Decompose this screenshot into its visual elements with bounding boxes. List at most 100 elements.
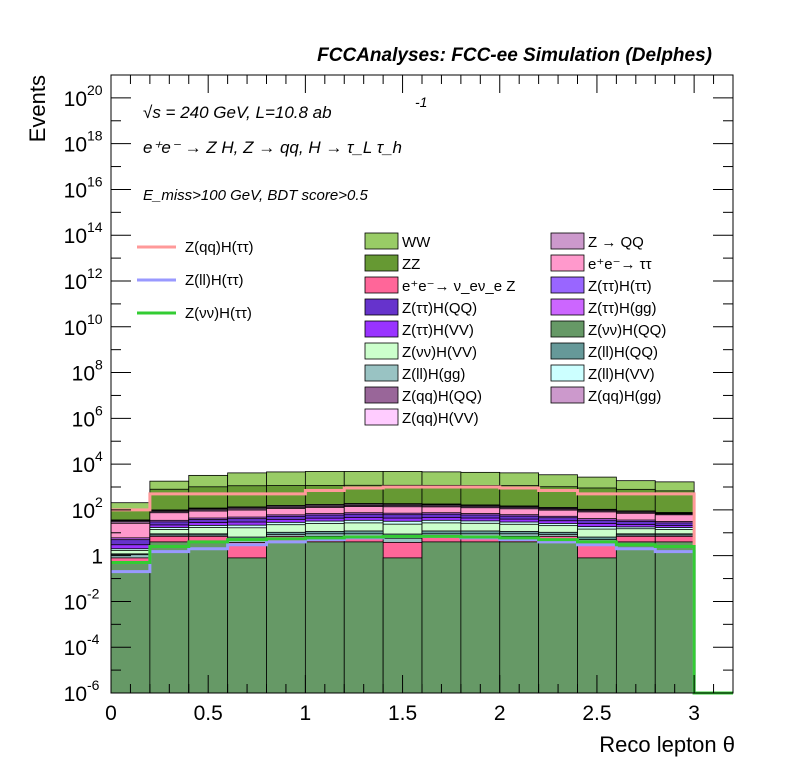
signal-line: [111, 485, 733, 695]
y-tick-label: 10 2: [72, 494, 103, 523]
background-legend-entry: Z(νν)H(VV): [364, 342, 477, 361]
background-legend-entry: e⁺e⁻→ ττ: [550, 254, 652, 273]
signal-legend-entry: Z(ll)H(ττ): [137, 272, 244, 289]
y-tick-base: 10: [64, 88, 87, 111]
y-tick-exponent: -2: [87, 585, 100, 601]
signal-legend-label: Z(ll)H(ττ): [185, 272, 244, 289]
y-tick-base: 10: [64, 271, 87, 294]
annotation-process: e⁺e⁻ → Z H, Z → qq, H → τ_L τ_h: [143, 138, 402, 157]
background-legend-entry: WW: [364, 232, 431, 251]
y-tick-label: 10 -2: [64, 585, 100, 614]
y-tick-label: 10 12: [64, 265, 103, 294]
background-legend-swatch: [550, 254, 585, 272]
background-legend-label: Z(νν)H(QQ): [588, 322, 666, 339]
stack-bar: [460, 541, 501, 694]
annotation-energy: √s = 240 GeV, L=10.8 ab -1: [143, 94, 427, 122]
signal-legend-entry: Z(νν)H(ττ): [137, 305, 252, 322]
background-legend-label: Z(ll)H(QQ): [588, 344, 658, 361]
background-legend-label: e⁺e⁻→ ττ: [588, 256, 652, 273]
y-tick-exponent: 10: [87, 311, 103, 327]
stack-bar: [421, 541, 462, 694]
stack-bar: [343, 541, 384, 694]
background-legend-swatch: [550, 298, 585, 316]
signal-legend-entry: Z(qq)H(ττ): [137, 239, 254, 256]
stack-bar: [188, 541, 229, 694]
background-legend-label: Z(qq)H(gg): [588, 388, 661, 405]
y-tick-exponent: 18: [87, 128, 103, 144]
background-legend-label: e⁺e⁻→ ν_eν_e Z: [402, 278, 515, 295]
stack-bar: [499, 541, 540, 694]
background-legend-swatch: [364, 276, 399, 294]
y-tick-exponent: 8: [95, 357, 103, 373]
y-tick-base: 10: [64, 591, 87, 614]
y-tick-exponent: -6: [87, 677, 100, 693]
background-legend-entry: Z(qq)H(gg): [550, 386, 661, 405]
y-tick-base: 10: [64, 683, 87, 706]
energy-exponent: -1: [415, 94, 427, 110]
x-axis-title: Reco lepton θ: [599, 732, 735, 757]
background-legend-entry: Z(ll)H(gg): [364, 364, 465, 383]
background-legend-swatch: [364, 298, 399, 316]
background-legend-entry: e⁺e⁻→ ν_eν_e Z: [364, 276, 515, 295]
background-legend-swatch: [364, 408, 399, 426]
y-tick-label: 10 -4: [64, 631, 100, 660]
signal-line: [111, 534, 733, 695]
background-legend-swatch: [364, 232, 399, 250]
background-legend-label: Z → QQ: [588, 234, 644, 251]
background-legend-label: Z(ττ)H(QQ): [402, 300, 477, 317]
y-tick-base: 1: [91, 546, 103, 569]
background-legend-swatch: [550, 276, 585, 294]
background-legend-swatch: [364, 254, 399, 272]
background-legend-entry: Z(ττ)H(QQ): [364, 298, 477, 317]
background-legend-label: Z(ll)H(VV): [588, 366, 655, 383]
x-tick-label: 1.5: [388, 702, 417, 725]
y-tick-exponent: 14: [87, 219, 103, 235]
y-tick-base: 10: [64, 317, 87, 340]
stack-bar: [538, 541, 578, 694]
background-legend-entry: Z(ll)H(QQ): [550, 342, 658, 361]
y-tick-base: 10: [72, 408, 95, 431]
background-legend-label: WW: [402, 234, 431, 251]
stack-bar: [266, 541, 306, 694]
signal-legend: Z(qq)H(ττ) Z(ll)H(ττ) Z(νν)H(ττ): [137, 239, 254, 322]
background-legend-entry: ZZ: [364, 254, 420, 273]
background-legend-entry: Z(ττ)H(gg): [550, 298, 657, 317]
y-tick-label: 10 18: [64, 128, 103, 157]
x-tick-label: 3: [688, 702, 700, 725]
background-legend-entry: Z(νν)H(QQ): [550, 320, 666, 339]
y-tick-exponent: 6: [95, 402, 103, 418]
annotation-cuts: E_miss>100 GeV, BDT score>0.5: [143, 187, 368, 204]
y-tick-exponent: 2: [95, 494, 103, 510]
stack-bar: [149, 541, 190, 694]
background-legend-swatch: [364, 320, 399, 338]
background-legend-swatch: [550, 232, 585, 250]
stack-layer: [110, 541, 695, 694]
y-tick-base: 10: [64, 134, 87, 157]
y-tick-exponent: 4: [95, 448, 103, 464]
y-axis-title: Events: [25, 75, 50, 142]
y-tick-base: 10: [72, 454, 95, 477]
y-tick-label: 10 -6: [64, 677, 100, 706]
background-legend-label: Z(ττ)H(VV): [402, 322, 474, 339]
background-legend-label: Z(νν)H(VV): [402, 344, 477, 361]
background-legend-entry: Z(qq)H(QQ): [364, 386, 482, 405]
chart-header: FCCAnalyses: FCC-ee Simulation (Delphes): [317, 45, 712, 66]
background-legend-entry: Z(qq)H(VV): [364, 408, 479, 427]
x-tick-label: 2: [494, 702, 506, 725]
y-tick-label: 10 4: [72, 448, 103, 477]
y-tick-exponent: 20: [87, 82, 103, 98]
y-tick-label: 10 6: [72, 402, 103, 431]
y-tick-base: 10: [64, 637, 87, 660]
stack-bar: [227, 557, 267, 694]
background-legend-entry: Z → QQ: [550, 232, 644, 251]
signal-legend-label: Z(νν)H(ττ): [185, 305, 252, 322]
background-legend-entry: Z(ll)H(VV): [550, 364, 655, 383]
stack-bar: [654, 541, 695, 694]
x-tick-label: 0.5: [194, 702, 223, 725]
background-legend-entry: Z(ττ)H(VV): [364, 320, 474, 339]
background-legend-entry: Z(ττ)H(ττ): [550, 276, 652, 295]
x-tick-label: 1: [300, 702, 312, 725]
background-legend-label: Z(ττ)H(gg): [588, 300, 657, 317]
x-axis-ticks: 0 0.5 1 1.5 2 2.5 3: [105, 75, 734, 725]
